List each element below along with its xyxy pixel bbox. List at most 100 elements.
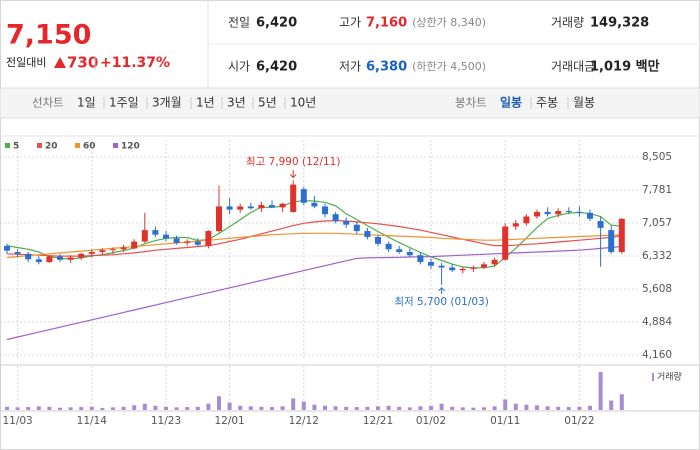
stat-value: 149,328 [590,16,649,31]
x-tick-label: 12/21 [363,415,393,427]
volume-bar [227,402,232,410]
change: 730 [67,54,98,72]
volume-bar [248,406,253,410]
candle-body [491,259,498,265]
x-tick-label: 12/01 [214,415,244,427]
up-arrow [54,57,66,68]
tab-option[interactable]: 3개월 [152,96,182,110]
y-tick-label: 4,884 [642,316,672,328]
volume-bar [609,400,614,410]
candle-body [481,264,487,268]
tab-option[interactable]: 월봉 [573,96,595,110]
volume-bar [471,407,476,410]
tab-option[interactable]: 3년 [227,96,246,110]
volume-bar [89,406,94,410]
volume-bar [386,405,391,410]
stat-value: 6,380 [366,60,407,75]
stat-label: 거래대금 [551,60,595,74]
candle-body [269,205,275,208]
candle-body [173,238,180,243]
volume-bar [577,406,582,410]
x-tick-label: 01/11 [490,415,520,427]
volume-bar [185,407,190,410]
tab-option[interactable]: 1년 [196,96,215,110]
tab-option[interactable]: 주봉 [536,96,558,110]
volume-bar [354,407,359,410]
volume-bar [195,406,200,410]
volume-bar [238,405,243,410]
candle-body [364,231,371,237]
candle-body [205,231,212,247]
volume-bar [217,396,221,410]
stat-value: 6,420 [256,60,297,75]
volume-bar [566,407,571,410]
stat-value: 7,160 [366,16,407,31]
tab-option[interactable]: 5년 [258,96,277,110]
volume-bar [291,398,296,410]
volume-bar [407,407,412,410]
tab-group-label: 봉차트 [455,96,487,110]
tab-option[interactable]: 1일 [77,96,96,110]
volume-bar [513,403,518,410]
volume-bar [482,407,486,410]
candle-body [4,246,10,251]
tab-option[interactable]: 10년 [290,96,316,110]
volume-bar [164,406,168,410]
candle-body [555,211,562,215]
volume-bar [418,406,423,410]
volume-bar [111,407,115,410]
volume-bar [429,405,433,410]
volume-bar [36,406,41,410]
stat-note: (하한가 4,500) [412,59,486,73]
tab-option[interactable]: 일봉 [500,96,522,110]
candle-body [216,206,222,232]
volume-bar [153,405,158,410]
candle-body [608,230,615,253]
change-label: 전일대비 [6,55,46,69]
candle-body [385,243,392,250]
volume-bar [503,399,508,410]
candle-body [78,253,85,258]
price: 7,150 [6,20,91,51]
candle-body [470,267,477,269]
stat-label: 거래량 [551,16,584,30]
candle-body [110,249,116,251]
candle-body [428,262,434,266]
candle-body [534,211,540,217]
legend-swatch [5,143,10,148]
y-tick-label: 7,781 [642,184,672,196]
volume-bar [492,406,497,410]
volume-bar [397,406,402,410]
volume-bar [460,407,465,410]
candle-body [332,214,339,222]
ma-line [6,219,622,257]
volume-legend-swatch [652,373,654,381]
volume-bar [68,407,73,410]
tab-option[interactable]: 1주일 [109,96,139,110]
volume-bar [132,405,137,410]
candle-body [57,256,63,260]
candle-body [311,202,318,207]
volume-bar [58,407,62,410]
candle-body [226,206,233,210]
x-tick-label: 11/03 [2,415,32,427]
volume-bar [100,407,105,410]
candle-body [25,253,32,260]
annotation-arrow [289,170,297,179]
volume-bar [619,394,624,410]
plot: 4,160 4,884 5,608 6,332 7,057 7,781 8,505 11/03… [0,135,700,427]
volume-bar [280,406,285,410]
candle-body [512,223,519,227]
volume-bar [312,404,317,410]
volume-bar [376,406,380,410]
volume-bar [142,403,147,410]
candle-body [237,206,244,210]
volume-bar [588,405,592,410]
stat-label: 저가 [339,60,361,74]
x-tick-label: 12/12 [289,415,319,427]
candle-body [597,221,604,228]
legend-label: 120 [121,142,140,152]
legend-label: 5 [13,142,19,152]
